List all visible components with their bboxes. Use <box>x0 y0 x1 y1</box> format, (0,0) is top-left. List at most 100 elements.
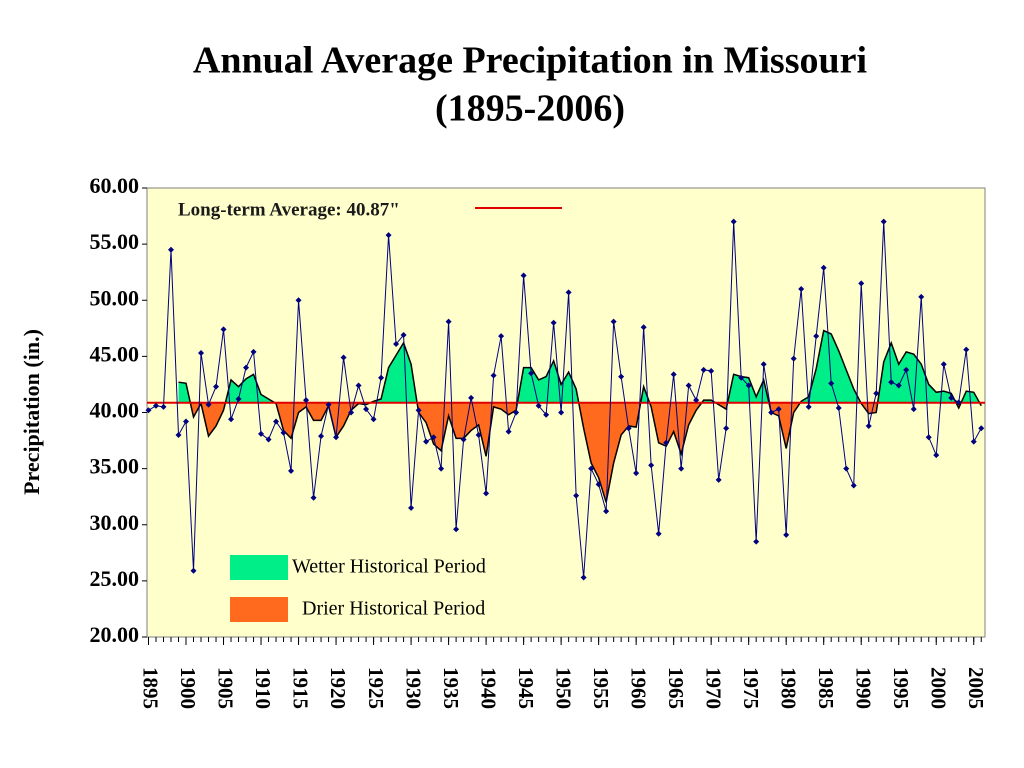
data-point <box>483 490 490 497</box>
data-point <box>438 465 445 472</box>
data-point <box>753 538 760 545</box>
x-tick-label: 1940 <box>476 667 500 709</box>
y-tick-label: 60.00 <box>90 173 140 198</box>
data-point <box>580 574 587 581</box>
x-tick-label: 1950 <box>551 667 575 709</box>
data-point <box>288 467 295 474</box>
data-point <box>460 436 467 443</box>
data-point <box>430 434 437 441</box>
data-point <box>183 418 190 425</box>
data-point <box>393 341 400 348</box>
data-point <box>348 409 355 416</box>
x-tick-label: 1985 <box>814 667 838 709</box>
x-tick-label: 1915 <box>289 667 313 709</box>
y-tick-label: 40.00 <box>90 398 140 423</box>
data-point <box>490 372 497 379</box>
data-point <box>280 429 287 436</box>
data-point <box>295 297 302 304</box>
data-point <box>445 318 452 325</box>
data-point <box>813 333 820 340</box>
data-point <box>925 434 932 441</box>
chart-subtitle: (1895-2006) <box>435 88 625 130</box>
data-point <box>895 382 902 389</box>
data-point <box>205 401 212 408</box>
data-point <box>625 425 632 432</box>
data-point <box>708 367 715 374</box>
data-point <box>370 416 377 423</box>
data-point <box>783 531 790 538</box>
x-tick-label: 2000 <box>926 667 950 709</box>
data-point <box>550 319 557 326</box>
x-tick-label: 1980 <box>776 667 800 709</box>
data-point <box>558 409 565 416</box>
y-tick-label: 20.00 <box>90 622 140 647</box>
data-point <box>498 333 505 340</box>
data-point <box>475 431 482 438</box>
x-tick-label: 2005 <box>964 667 988 709</box>
x-tick-label: 1930 <box>401 667 425 709</box>
data-point <box>850 482 857 489</box>
y-tick-label: 45.00 <box>90 341 140 366</box>
x-tick-label: 1925 <box>364 667 388 709</box>
data-point <box>588 465 595 472</box>
data-point <box>955 399 962 406</box>
data-point <box>963 346 970 353</box>
data-point <box>565 289 572 296</box>
trend-line <box>178 329 982 503</box>
wetter-area <box>178 330 982 403</box>
data-point <box>888 379 895 386</box>
data-point <box>423 438 430 445</box>
data-point <box>408 504 415 511</box>
x-tick-label: 1990 <box>851 667 875 709</box>
x-tick-label: 1965 <box>664 667 688 709</box>
data-point <box>355 382 362 389</box>
data-point <box>378 374 385 381</box>
x-tick-label: 1900 <box>176 667 200 709</box>
data-point <box>790 355 797 362</box>
data-point <box>618 373 625 380</box>
data-point <box>685 382 692 389</box>
data-point <box>745 382 752 389</box>
data-point <box>970 438 977 445</box>
x-tick-label: 1975 <box>739 667 763 709</box>
legend-label: Wetter Historical Period <box>292 556 486 578</box>
data-point <box>250 348 257 355</box>
data-point <box>843 465 850 472</box>
data-point <box>168 246 175 253</box>
data-point <box>340 354 347 361</box>
data-point <box>670 371 677 378</box>
data-point <box>805 403 812 410</box>
chart-title: Annual Average Precipitation in Missouri <box>193 40 867 82</box>
data-point <box>228 416 235 423</box>
data-point <box>940 361 947 368</box>
data-point <box>153 402 160 409</box>
data-point <box>828 380 835 387</box>
data-point <box>700 366 707 373</box>
legend-swatch <box>230 555 288 580</box>
x-tick-label: 1945 <box>514 667 538 709</box>
x-tick-label: 1910 <box>251 667 275 709</box>
data-point <box>160 403 167 410</box>
data-point <box>220 326 227 333</box>
legend-label: Drier Historical Period <box>302 598 485 620</box>
data-point <box>948 394 955 401</box>
data-point <box>190 567 197 574</box>
data-point <box>325 401 332 408</box>
data-point <box>723 425 730 432</box>
x-tick-label: 1935 <box>439 667 463 709</box>
x-tick-label: 1995 <box>889 667 913 709</box>
data-point <box>738 374 745 381</box>
y-tick-label: 25.00 <box>90 566 140 591</box>
data-point <box>933 452 940 459</box>
precip-line <box>148 221 982 578</box>
drier-area <box>190 402 982 503</box>
data-point <box>820 264 827 271</box>
data-point <box>400 332 407 339</box>
data-point <box>903 366 910 373</box>
y-tick-label: 55.00 <box>90 229 140 254</box>
data-point <box>303 397 310 404</box>
data-point <box>633 470 640 477</box>
y-axis-label: Precipitation (in.) <box>19 329 44 495</box>
data-point <box>273 418 280 425</box>
data-point <box>648 462 655 469</box>
